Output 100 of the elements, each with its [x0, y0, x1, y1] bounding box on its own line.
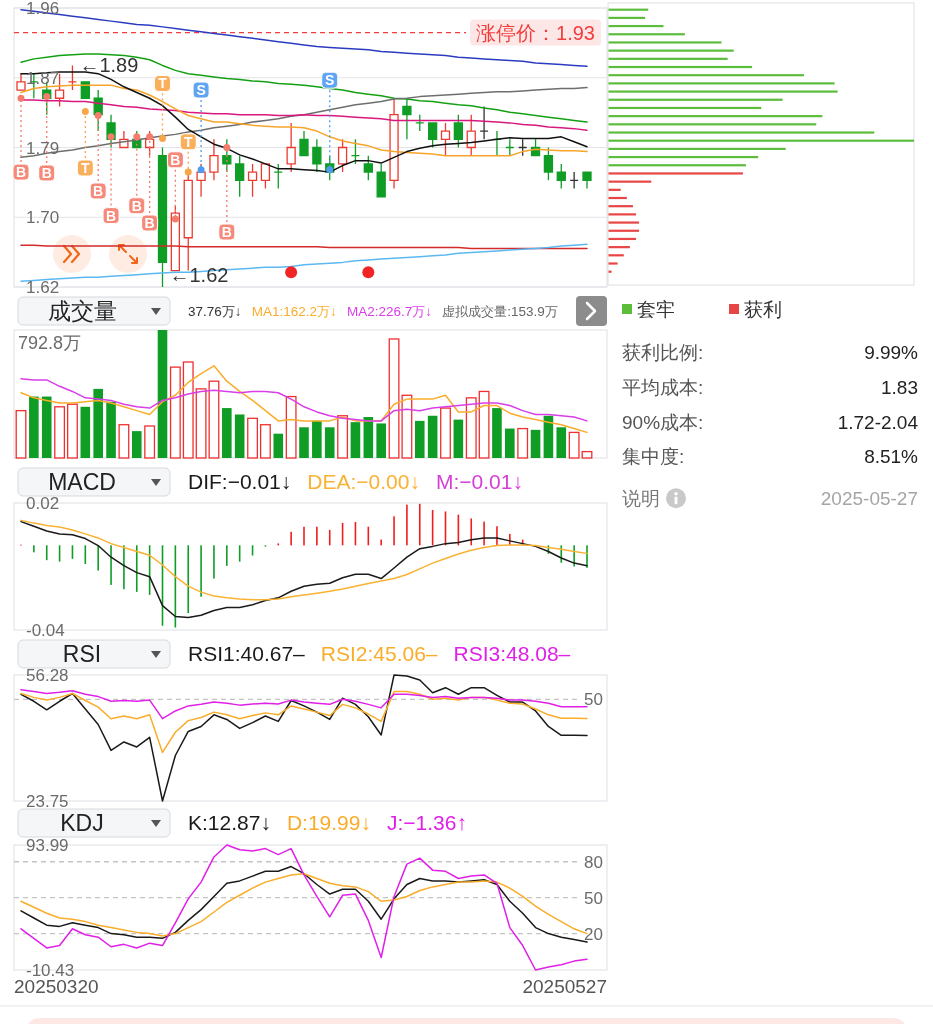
y-tick-label: 0.02	[26, 494, 60, 513]
bar	[465, 397, 477, 459]
text: 8.51%	[864, 446, 919, 468]
bar	[106, 401, 116, 458]
candlestick	[67, 64, 78, 91]
candlestick	[453, 114, 464, 149]
text: 1.83	[881, 376, 918, 398]
bar	[608, 8, 649, 11]
data-label: T	[183, 133, 193, 150]
bar	[608, 221, 640, 224]
series-label: RSI1:40.67–	[188, 642, 306, 665]
annotation: 792.8万	[18, 333, 82, 353]
bar	[195, 388, 207, 459]
bar	[608, 123, 817, 126]
candlestick	[235, 155, 245, 198]
chart-title: KDJ	[60, 810, 104, 836]
text: 集中度:	[622, 446, 685, 468]
text: 20250527	[522, 976, 607, 997]
candlestick	[582, 171, 592, 190]
ref-line-label: 80	[584, 852, 603, 872]
series-label: RSI2:45.06–	[320, 642, 438, 665]
bar	[492, 408, 502, 458]
bar	[169, 366, 181, 459]
point	[159, 134, 166, 142]
candlestick	[350, 138, 361, 165]
series-label: RSI3:48.08–	[453, 642, 571, 665]
candlestick	[402, 97, 412, 140]
data-label: T	[158, 75, 168, 92]
series-label: D:19.99↓	[286, 811, 371, 834]
text: 9.99%	[864, 342, 919, 363]
legend-label: 获利	[744, 299, 782, 320]
candlestick	[363, 155, 373, 181]
bar	[505, 428, 515, 458]
bar	[556, 427, 567, 458]
candlestick	[273, 163, 283, 190]
data-label: B	[131, 197, 142, 214]
text: 说明	[622, 488, 660, 510]
candlestick	[247, 163, 258, 198]
bar	[29, 396, 39, 458]
text: MA2:226.7万↓	[347, 303, 432, 319]
candlestick	[440, 122, 451, 157]
data-label: B	[170, 151, 181, 168]
point	[184, 168, 192, 176]
ref-line-label: 50	[584, 888, 603, 908]
bar	[608, 131, 875, 134]
bar	[337, 415, 349, 459]
candlestick	[569, 171, 579, 190]
bar	[568, 431, 580, 459]
bar	[440, 407, 451, 459]
bar	[530, 429, 541, 458]
y-tick-label: 1.79	[26, 138, 60, 158]
point	[285, 266, 298, 279]
bar	[208, 380, 220, 459]
point	[146, 133, 154, 141]
data-label: S	[196, 82, 206, 99]
candlestick	[260, 163, 271, 190]
bar	[285, 395, 297, 459]
y-tick-label: 1.70	[26, 208, 60, 228]
candlestick	[427, 122, 438, 149]
bar	[67, 403, 78, 459]
candlestick	[286, 122, 296, 173]
point	[94, 112, 102, 119]
candlestick	[16, 73, 26, 91]
chart-title: MACD	[48, 469, 116, 495]
bar	[376, 423, 386, 458]
data-label: B	[41, 164, 52, 181]
data-label: T	[81, 160, 91, 177]
bar	[517, 427, 529, 459]
bar	[608, 74, 805, 77]
point	[133, 133, 141, 141]
point	[107, 133, 115, 141]
bar	[144, 425, 156, 459]
candlestick	[299, 130, 309, 157]
bar	[608, 82, 835, 85]
series-label: 37.76万↓	[188, 303, 242, 319]
bar	[608, 229, 640, 232]
data-label: B	[144, 214, 155, 231]
bar	[608, 139, 914, 142]
text: 2025-05-27	[820, 488, 918, 510]
bar	[608, 90, 838, 93]
bar	[247, 417, 258, 459]
candlestick	[505, 138, 515, 157]
ref-line-label: 20	[584, 924, 603, 944]
candlestick	[157, 146, 168, 288]
bar	[15, 409, 27, 459]
candlestick	[209, 138, 219, 181]
bar	[608, 155, 759, 159]
bar	[157, 330, 168, 458]
line-series	[20, 53, 588, 123]
line-series	[20, 519, 588, 601]
bar	[453, 419, 464, 458]
candlestick	[389, 97, 399, 190]
candlestick	[518, 138, 528, 157]
candlestick	[479, 105, 489, 140]
bar	[273, 433, 284, 458]
line-series	[20, 520, 588, 619]
text: 90%成本:	[622, 411, 704, 433]
bar	[608, 106, 762, 110]
data-label: B	[15, 164, 27, 181]
text: 平均成本:	[622, 376, 704, 398]
